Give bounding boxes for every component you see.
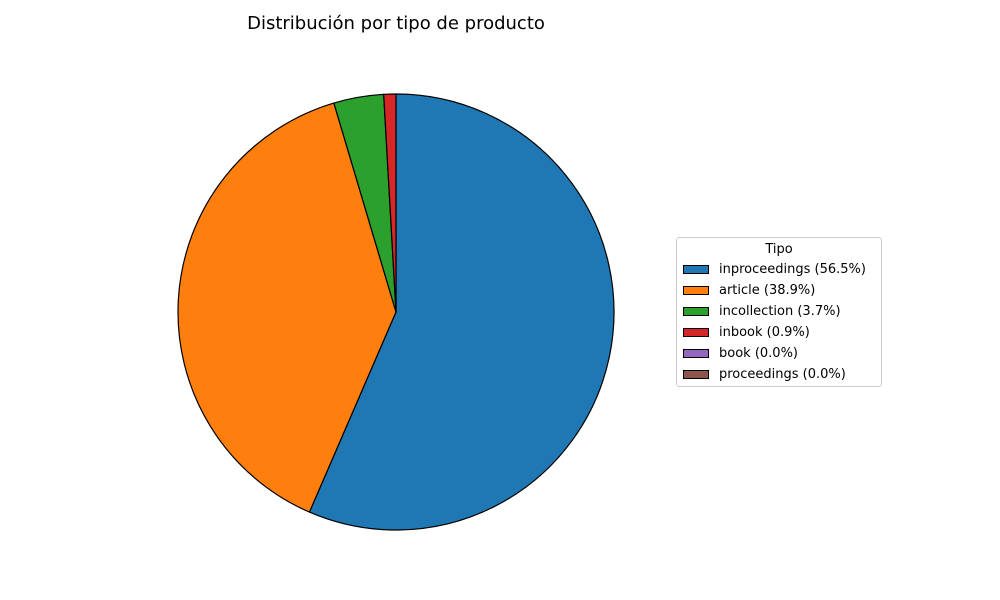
legend-title: Tipo — [765, 242, 793, 257]
pie-slice-inproceedings — [308, 93, 615, 531]
legend-item-proceedings: proceedings (0.0%) — [677, 364, 881, 385]
legend-item-article: article (38.9%) — [677, 280, 881, 301]
legend-label: article (38.9%) — [719, 283, 816, 298]
legend-item-inbook: inbook (0.9%) — [677, 322, 881, 343]
legend-swatch — [683, 349, 709, 358]
chart-title: Distribución por tipo de producto — [247, 13, 545, 34]
legend: Tipo inproceedings (56.5%) article (38.9%… — [676, 237, 882, 387]
legend-item-incollection: incollection (3.7%) — [677, 301, 881, 322]
legend-swatch — [683, 328, 709, 337]
legend-label: proceedings (0.0%) — [719, 367, 846, 382]
legend-swatch — [683, 307, 709, 316]
pie-slice-article — [177, 102, 397, 513]
legend-swatch — [683, 370, 709, 379]
legend-item-inproceedings: inproceedings (56.5%) — [677, 259, 881, 280]
legend-label: incollection (3.7%) — [719, 304, 841, 319]
legend-label: book (0.0%) — [719, 346, 798, 361]
legend-swatch — [683, 265, 709, 274]
pie-slice-inbook — [383, 93, 397, 313]
legend-item-book: book (0.0%) — [677, 343, 881, 364]
legend-label: inbook (0.9%) — [719, 325, 810, 340]
legend-label: inproceedings (56.5%) — [719, 262, 866, 277]
legend-swatch — [683, 286, 709, 295]
